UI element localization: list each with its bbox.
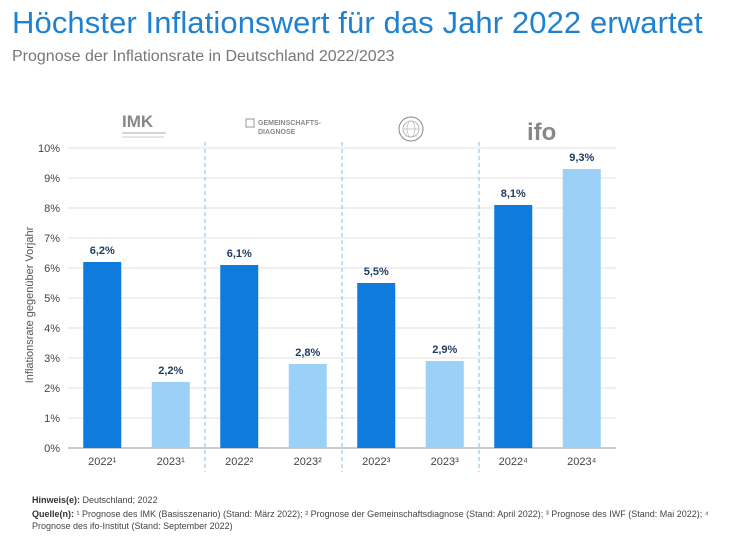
bar [288,364,327,448]
bar-value-label: 2,2% [158,365,183,377]
bar-value-label: 2,8% [295,347,320,359]
y-tick-label: 9% [44,173,60,185]
page-title: Höchster Inflationswert für das Jahr 202… [12,5,703,40]
bar [220,265,259,448]
logo-imk: IMK [122,112,154,131]
bar-value-label: 2,9% [432,344,457,356]
bar [357,283,396,448]
x-tick-labels: 2022¹ 2023¹ 2022² 2023² 2022³ 2023³ 2022⁴ 2023⁴ [88,456,596,468]
bar [83,262,122,448]
y-tick-label: 5% [44,293,60,305]
footer-note-text: Deutschland; 2022 [80,495,158,505]
x-tick-label: 2023³ [431,456,459,468]
footer-source-text: ¹ Prognose des IMK (Basisszenario) (Stan… [32,509,709,531]
y-axis-label: Inflationsrate gegenüber Vorjahr [24,226,36,383]
bar-value-label: 6,2% [90,245,115,257]
bar-value-label: 6,1% [227,248,252,260]
bar-value-label: 9,3% [569,152,594,164]
y-tick-label: 0% [44,443,60,455]
bar-value-label: 8,1% [501,188,526,200]
y-tick-label: 8% [44,203,60,215]
logo-gd-mark [245,118,255,128]
page-subtitle: Prognose der Inflationsrate in Deutschla… [12,48,395,65]
inflation-bar-chart: 6,2% 2,2% 6,1% 2,8% 5,5% 2,9% 8,1% 9,3% 0% 1% 2% 3… [24,112,616,472]
y-tick-label: 4% [44,323,60,335]
footer-source-label: Quelle(n): [32,509,74,519]
x-tick-label: 2023² [294,456,322,468]
group-separators [204,142,480,472]
logo-iwf-seal-icon [398,116,424,142]
y-tick-label: 7% [44,233,60,245]
x-tick-label: 2022⁴ [499,456,528,468]
y-tick-label: 3% [44,353,60,365]
logo-ifo: ifo [527,119,556,146]
y-tick-label: 1% [44,413,60,425]
institute-logos: IMK GEMEINSCHAFTS- DIAGNOSE ifo [122,112,556,146]
footer-note: Hinweis(e): Deutschland; 2022 [32,494,158,506]
y-tick-label: 2% [44,383,60,395]
x-tick-label: 2022¹ [88,456,116,468]
bar [151,382,190,448]
y-tick-label: 10% [38,143,60,155]
footer-note-label: Hinweis(e): [32,495,81,505]
x-tick-label: 2022³ [362,456,390,468]
bar [494,205,533,448]
bar [562,169,601,448]
bar-value-label: 5,5% [364,266,389,278]
y-tick-label: 6% [44,263,60,275]
chart-bars: 6,2% 2,2% 6,1% 2,8% 5,5% 2,9% 8,1% 9,3% [83,152,601,448]
bar [425,361,464,448]
y-tick-labels: 0% 1% 2% 3% 4% 5% 6% 7% 8% 9% 10% [38,143,60,455]
logo-gd-line1: GEMEINSCHAFTS- [258,120,322,127]
logo-gd-line2: DIAGNOSE [258,129,296,136]
x-tick-label: 2023¹ [157,456,185,468]
footer-source: Quelle(n): ¹ Prognose des IMK (Basisszen… [32,508,712,532]
x-tick-label: 2023⁴ [567,456,596,468]
x-tick-label: 2022² [225,456,253,468]
